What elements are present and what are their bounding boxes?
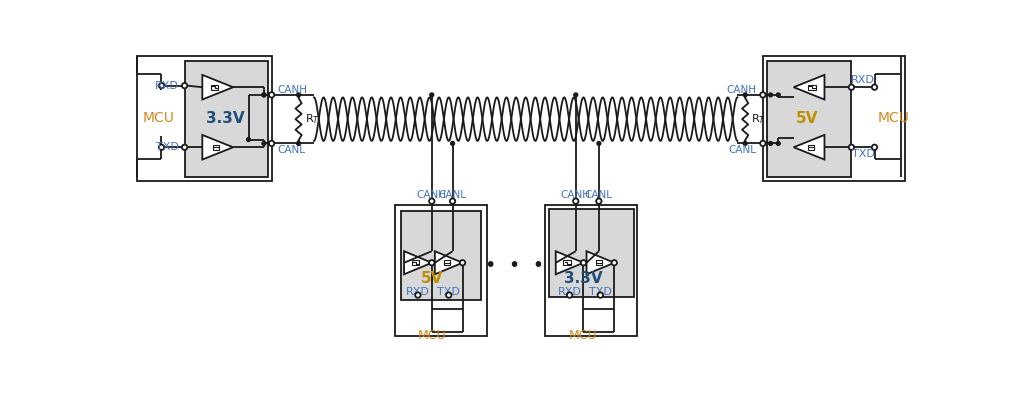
- Bar: [807, 145, 813, 150]
- Text: CANL: CANL: [439, 190, 467, 200]
- Bar: [763, 57, 906, 181]
- Text: •  •  •: • • •: [484, 255, 544, 275]
- Circle shape: [776, 141, 780, 145]
- Circle shape: [872, 84, 877, 90]
- Circle shape: [760, 141, 766, 146]
- Text: TXD: TXD: [156, 142, 179, 152]
- Circle shape: [598, 292, 603, 298]
- Circle shape: [597, 141, 601, 145]
- Polygon shape: [404, 251, 432, 274]
- Circle shape: [430, 198, 435, 204]
- Text: RXD: RXD: [406, 287, 430, 297]
- Circle shape: [849, 145, 854, 150]
- Circle shape: [760, 92, 766, 97]
- Polygon shape: [203, 75, 233, 99]
- Bar: [213, 145, 219, 150]
- Bar: [808, 84, 816, 90]
- Circle shape: [268, 92, 275, 97]
- Circle shape: [580, 260, 587, 265]
- Bar: [549, 209, 633, 298]
- Text: TXD: TXD: [438, 287, 460, 297]
- Text: CANL: CANL: [585, 190, 613, 200]
- Circle shape: [268, 141, 275, 146]
- Text: MCU: MCU: [417, 329, 446, 342]
- Circle shape: [450, 198, 455, 204]
- Circle shape: [612, 260, 617, 265]
- Text: TXD: TXD: [589, 287, 612, 297]
- Text: CANH: CANH: [561, 190, 591, 200]
- Circle shape: [597, 198, 602, 204]
- Text: CANL: CANL: [277, 145, 305, 154]
- Bar: [545, 205, 637, 336]
- Bar: [401, 211, 481, 300]
- Circle shape: [297, 93, 301, 97]
- Circle shape: [744, 93, 747, 97]
- Text: TXD: TXD: [852, 149, 874, 159]
- Circle shape: [415, 292, 420, 298]
- Bar: [411, 260, 419, 265]
- Polygon shape: [203, 135, 233, 160]
- Circle shape: [430, 93, 434, 97]
- Polygon shape: [793, 135, 825, 160]
- Text: RXD: RXD: [558, 287, 581, 297]
- Text: MCU: MCU: [878, 111, 910, 125]
- Circle shape: [159, 145, 164, 150]
- Text: R$_T$: R$_T$: [305, 112, 320, 126]
- Polygon shape: [587, 251, 614, 274]
- Bar: [596, 261, 602, 265]
- Polygon shape: [435, 251, 463, 274]
- Text: 3.3V: 3.3V: [206, 111, 245, 126]
- Circle shape: [573, 93, 577, 97]
- Bar: [563, 260, 571, 265]
- Circle shape: [262, 93, 265, 97]
- Circle shape: [182, 83, 187, 88]
- Circle shape: [567, 292, 572, 298]
- Polygon shape: [793, 75, 825, 99]
- Circle shape: [769, 141, 773, 145]
- Text: CANL: CANL: [728, 145, 757, 154]
- Circle shape: [262, 93, 265, 97]
- Circle shape: [159, 83, 164, 88]
- Circle shape: [776, 93, 780, 97]
- Text: CANH: CANH: [416, 190, 447, 200]
- Text: MCU: MCU: [569, 329, 598, 342]
- Text: CANH: CANH: [277, 84, 307, 94]
- Text: R$_T$: R$_T$: [752, 112, 767, 126]
- Bar: [395, 205, 487, 336]
- Circle shape: [446, 292, 452, 298]
- Circle shape: [451, 141, 455, 145]
- Circle shape: [573, 198, 578, 204]
- Text: 5V: 5V: [420, 271, 443, 286]
- Circle shape: [460, 260, 465, 265]
- Circle shape: [744, 141, 747, 145]
- Circle shape: [182, 145, 187, 150]
- Circle shape: [262, 141, 265, 145]
- Circle shape: [246, 138, 250, 141]
- Text: MCU: MCU: [143, 111, 174, 125]
- Text: 5V: 5V: [795, 111, 817, 126]
- Circle shape: [849, 84, 854, 90]
- Text: RXD: RXD: [851, 75, 875, 85]
- Polygon shape: [556, 251, 583, 274]
- Bar: [184, 61, 267, 176]
- Circle shape: [297, 141, 301, 145]
- Bar: [444, 261, 450, 265]
- Text: CANH: CANH: [726, 84, 757, 94]
- Circle shape: [430, 260, 435, 265]
- Text: 3.3V: 3.3V: [564, 271, 603, 286]
- Bar: [137, 57, 271, 181]
- Bar: [211, 84, 219, 90]
- Circle shape: [872, 145, 877, 150]
- Circle shape: [769, 93, 773, 97]
- Text: RXD: RXD: [155, 81, 179, 91]
- Bar: [767, 61, 851, 176]
